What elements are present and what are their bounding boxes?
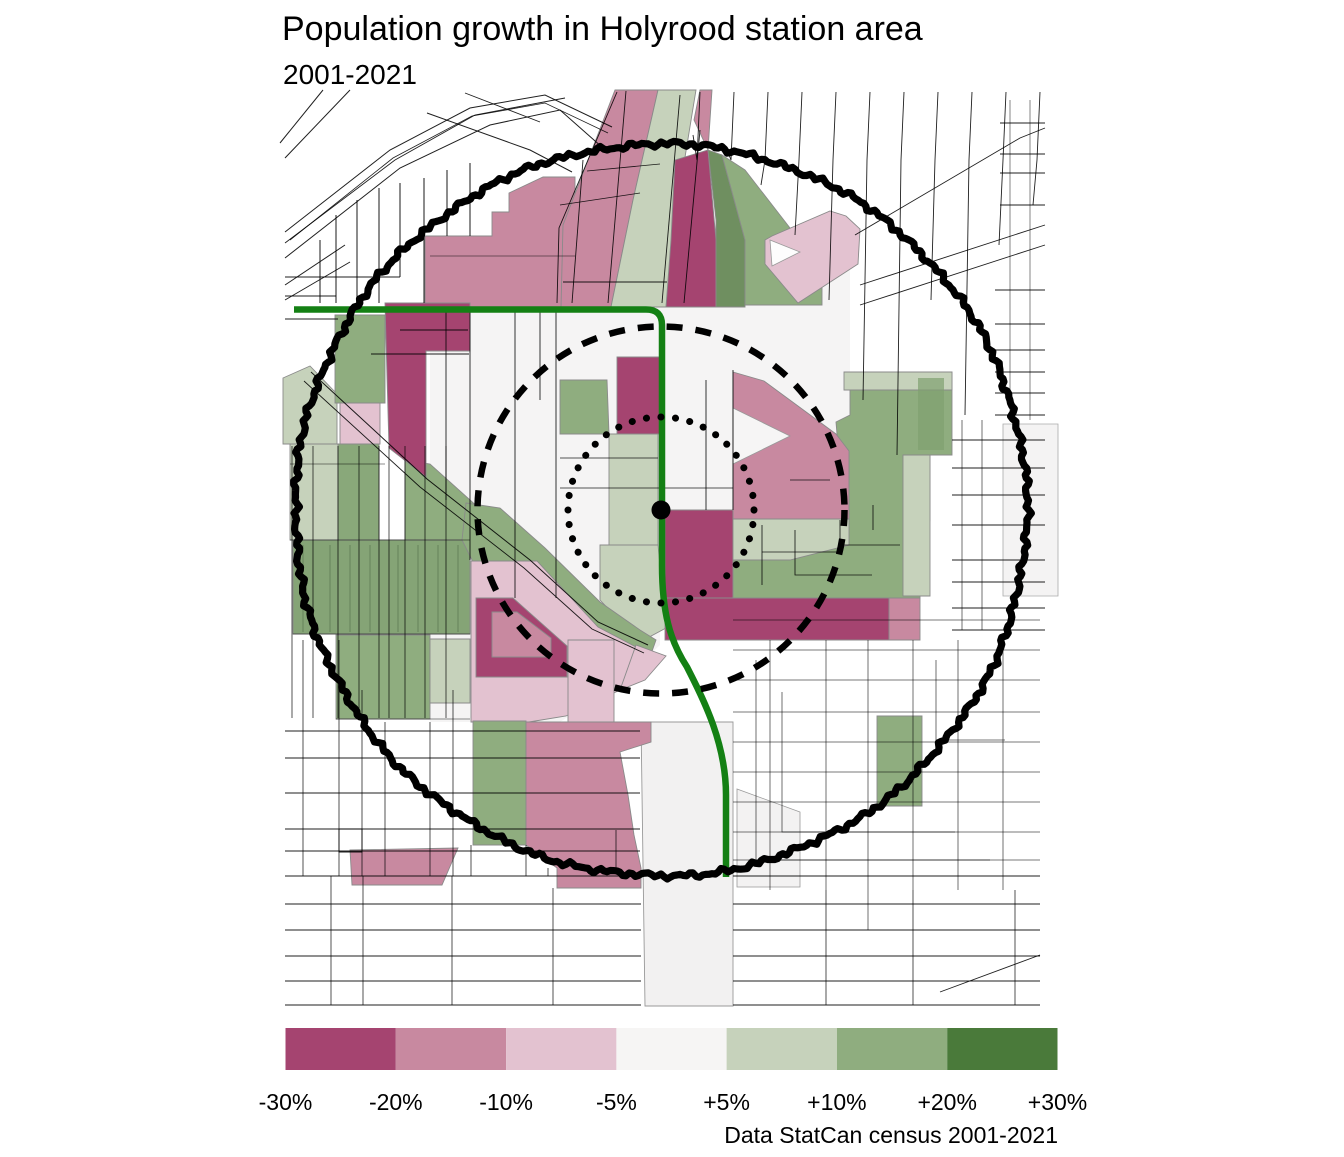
svg-text:Data StatCan census 2001-2021: Data StatCan census 2001-2021 [724, 1122, 1058, 1148]
svg-text:-20%: -20% [369, 1089, 423, 1115]
svg-text:-5%: -5% [596, 1089, 637, 1115]
svg-text:-30%: -30% [259, 1089, 313, 1115]
svg-text:+10%: +10% [807, 1089, 866, 1115]
svg-text:+30%: +30% [1028, 1089, 1087, 1115]
svg-text:2001-2021: 2001-2021 [283, 59, 417, 90]
svg-text:+20%: +20% [917, 1089, 976, 1115]
svg-text:-10%: -10% [479, 1089, 533, 1115]
svg-text:Population growth in Holyrood: Population growth in Holyrood station ar… [282, 10, 923, 48]
svg-text:+5%: +5% [703, 1089, 750, 1115]
